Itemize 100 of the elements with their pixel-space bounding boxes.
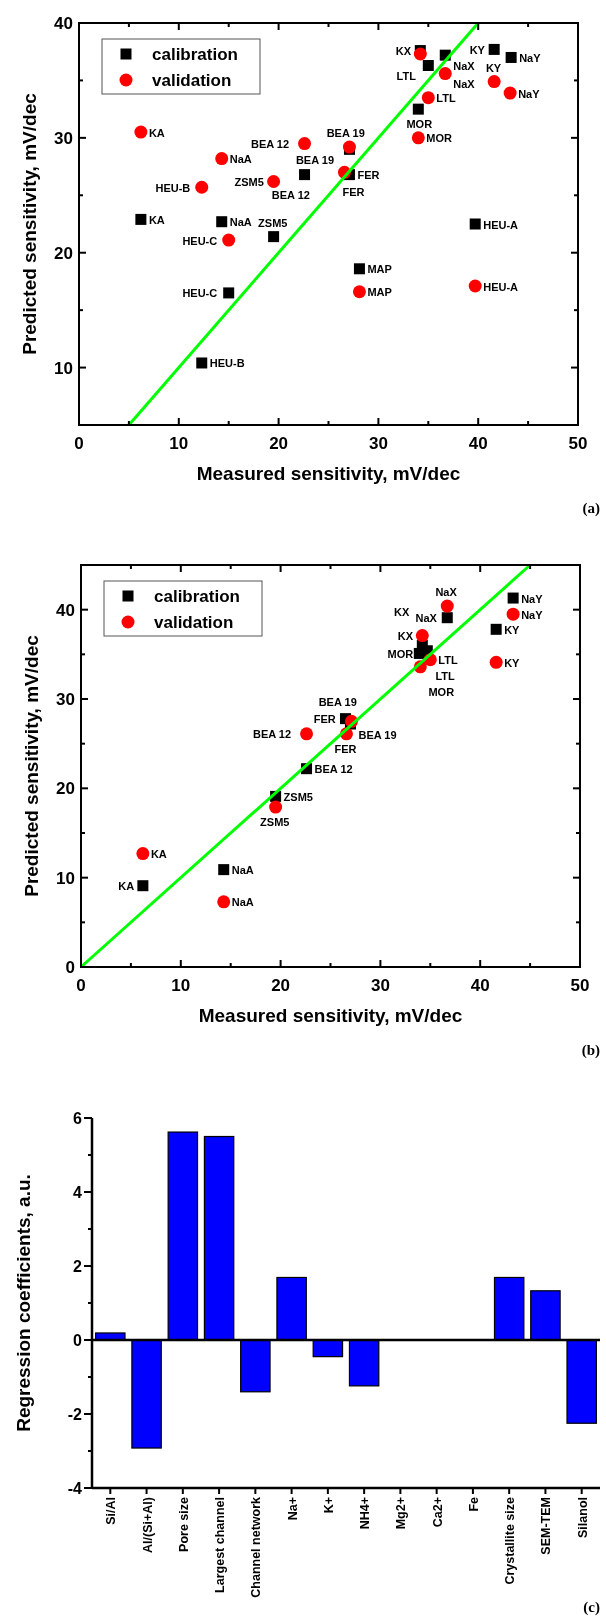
y-tick-label: 40	[54, 14, 73, 33]
point	[488, 43, 500, 55]
point	[223, 287, 235, 299]
y-axis-title: Predicted sensitivity, mV/dec	[19, 92, 40, 355]
point	[268, 231, 280, 243]
annotation: LTL	[436, 92, 456, 105]
annotation: NaY	[521, 608, 544, 621]
annotation: FER	[342, 186, 365, 199]
point	[217, 895, 231, 909]
point	[489, 655, 503, 669]
annotation: KX	[397, 629, 414, 642]
x-tick-label: Na+	[285, 1497, 300, 1521]
x-tick-label: 50	[570, 976, 590, 995]
point	[507, 592, 519, 604]
annotation: NaX	[453, 59, 476, 72]
annotation: NaX	[453, 78, 476, 91]
annotation: KX	[395, 45, 412, 58]
y-tick-label: 2	[73, 1258, 83, 1275]
x-tick-label: Largest channel	[213, 1497, 228, 1593]
y-tick-label: 40	[56, 600, 75, 620]
annotation: LTL	[435, 669, 456, 682]
x-tick-label: Silanol	[575, 1497, 590, 1538]
y-tick-label: -2	[67, 1406, 83, 1423]
annotation: HEU-C	[182, 234, 218, 247]
text: (c)	[583, 1599, 600, 1616]
x-tick-label: Ca2+	[430, 1497, 445, 1528]
annotation: NaY	[518, 87, 541, 100]
y-tick-label: 4	[73, 1184, 83, 1201]
point	[137, 880, 149, 892]
x-tick-label: Pore size	[176, 1496, 191, 1552]
annotation: FER	[357, 169, 380, 182]
annotation: BEA 19	[358, 728, 397, 741]
annotation: NaX	[415, 612, 438, 625]
point	[353, 263, 365, 275]
legend-label: calibration	[152, 45, 238, 64]
annotation: HEU-B	[155, 181, 191, 194]
y-tick-label: 6	[73, 1110, 83, 1127]
annotation: MOR	[428, 685, 455, 698]
point	[352, 285, 366, 299]
point	[299, 169, 311, 181]
x-tick-label: 30	[370, 976, 390, 995]
legend-label: calibration	[154, 587, 240, 606]
annotation: NaA	[231, 864, 254, 877]
annotation: HEU-C	[182, 287, 218, 300]
x-tick-label: 20	[269, 434, 289, 453]
annotation: KA	[148, 126, 165, 139]
y-tick-label: 20	[56, 779, 75, 799]
legend-label: validation	[152, 71, 232, 90]
point	[503, 86, 517, 100]
annotation: BEA 12	[250, 138, 290, 151]
point	[222, 233, 236, 247]
annotation: ZSM5	[258, 216, 288, 229]
x-tick-label: 50	[568, 434, 588, 453]
x-tick-label: Al/(Si+Al)	[140, 1497, 155, 1553]
annotation: FER	[334, 742, 357, 755]
point	[134, 125, 148, 139]
point	[506, 607, 520, 621]
annotation: HEU-A	[483, 218, 519, 231]
annotation: BEA 12	[271, 188, 310, 201]
point	[422, 60, 434, 71]
x-tick-label: 40	[470, 976, 490, 995]
point	[505, 51, 517, 63]
annotation: BEA 12	[314, 763, 353, 776]
point	[196, 357, 208, 369]
point	[441, 612, 453, 624]
annotation: KA	[118, 880, 135, 893]
point	[415, 629, 429, 643]
point	[218, 864, 230, 876]
x-axis-title: Measured sensitivity, mV/dec	[198, 1005, 463, 1026]
annotation: NaA	[229, 153, 252, 166]
annotation: KX	[394, 605, 410, 618]
annotation: BEA 19	[318, 696, 357, 709]
x-tick-label: 10	[169, 434, 189, 453]
point	[412, 103, 424, 115]
point	[269, 800, 283, 814]
text: (b)	[581, 1042, 600, 1059]
annotation: HEU-B	[209, 357, 245, 370]
y-axis-title: Predicted sensitivity, mV/dec	[21, 634, 42, 897]
annotation: BEA 19	[326, 127, 365, 140]
x-tick-label: Si/Al	[104, 1497, 119, 1525]
annotation: MAP	[367, 286, 392, 299]
annotation: NaY	[519, 51, 542, 64]
y-tick-label: 0	[73, 1332, 83, 1349]
annotation: KY	[504, 656, 521, 669]
point	[215, 152, 229, 166]
annotation: BEA 12	[252, 728, 292, 741]
annotation: NaA	[231, 896, 254, 909]
point	[413, 647, 425, 659]
annotation: BEA 19	[295, 153, 335, 166]
annotation: MOR	[387, 647, 414, 660]
x-tick-label: Crystallite size	[503, 1496, 518, 1585]
y-tick-label: 30	[54, 128, 73, 148]
point	[411, 131, 425, 145]
point	[468, 279, 482, 293]
point	[195, 180, 209, 194]
annotation: KA	[148, 213, 165, 226]
x-tick-label: Fe	[466, 1496, 481, 1512]
annotation: MOR	[406, 118, 433, 131]
annotation: NaA	[229, 216, 252, 229]
annotation: LTL	[438, 654, 458, 667]
